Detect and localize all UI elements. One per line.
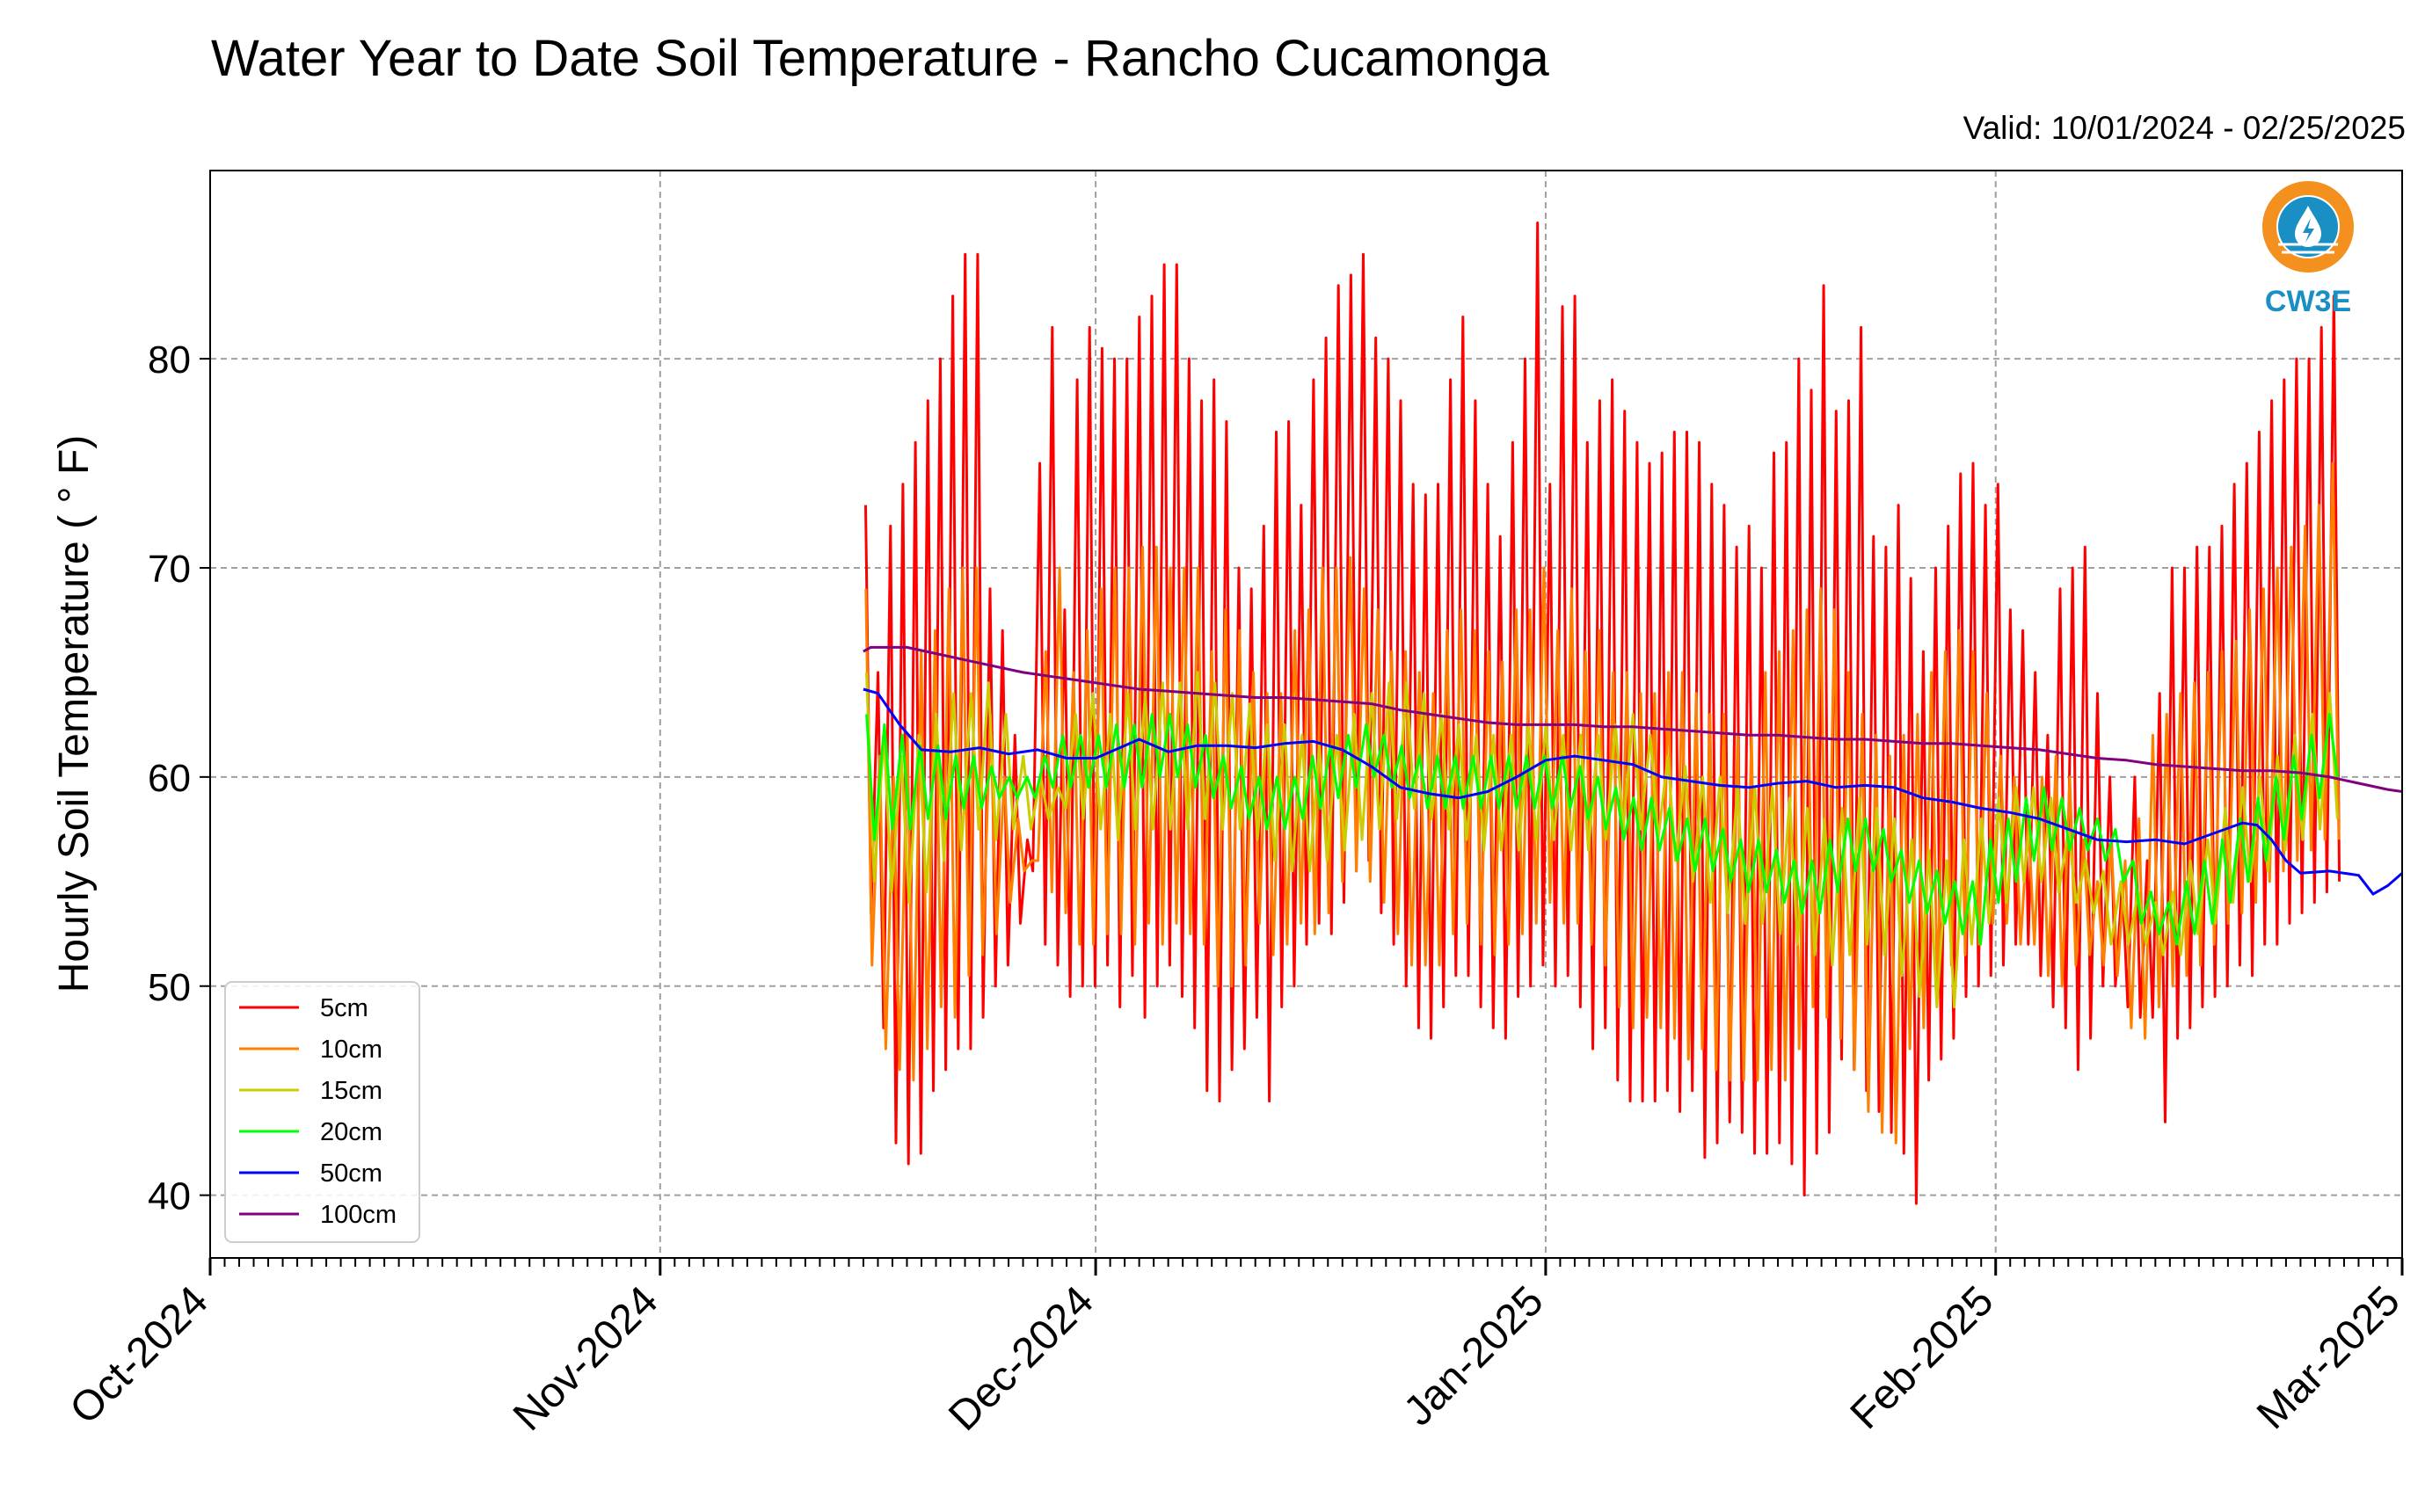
lightning-icon (2303, 218, 2314, 243)
chart-title: Water Year to Date Soil Temperature - Ra… (211, 30, 1549, 87)
x-tick-label: Oct-2024 (62, 1277, 217, 1433)
cw3e-logo-text: CW3E (2265, 285, 2351, 318)
legend-label: 15cm (320, 1077, 382, 1105)
y-tick-label: 80 (148, 338, 191, 382)
x-tick-label: Mar-2025 (2248, 1277, 2409, 1438)
legend-label: 10cm (320, 1036, 382, 1064)
y-tick-label: 50 (148, 966, 191, 1009)
legend: 5cm 10cm 15cm 20cm 50cm 100cm (224, 981, 420, 1243)
y-tick-label: 40 (148, 1175, 191, 1218)
plot-frame (209, 170, 2403, 1259)
cw3e-logo-ring (2262, 181, 2354, 273)
y-axis-label: Hourly Soil Temperature ( ° F) (51, 435, 98, 993)
legend-label: 20cm (320, 1118, 382, 1146)
legend-label: 50cm (320, 1159, 382, 1188)
x-tick-label: Nov-2024 (505, 1277, 667, 1440)
valid-date-range: Valid: 10/01/2024 - 02/25/2025 (1963, 110, 2406, 146)
x-tick-label: Jan-2025 (1395, 1277, 1553, 1435)
series-line-5cm (864, 222, 2341, 1205)
series-line-100cm (863, 645, 2402, 794)
series-line-50cm (863, 687, 2402, 896)
x-tick-label: Feb-2025 (1842, 1277, 2003, 1438)
series-line-15cm (865, 671, 2339, 1008)
data-series (863, 222, 2402, 1205)
legend-label: 5cm (320, 994, 368, 1022)
series-line-20cm (865, 713, 2339, 946)
x-tick-label: Dec-2024 (940, 1277, 1103, 1440)
legend-box (224, 981, 420, 1243)
cw3e-logo: CW3E (2262, 181, 2354, 318)
legend-label: 100cm (320, 1201, 397, 1229)
y-tick-label: 70 (148, 548, 191, 591)
y-tick-label: 60 (148, 757, 191, 800)
